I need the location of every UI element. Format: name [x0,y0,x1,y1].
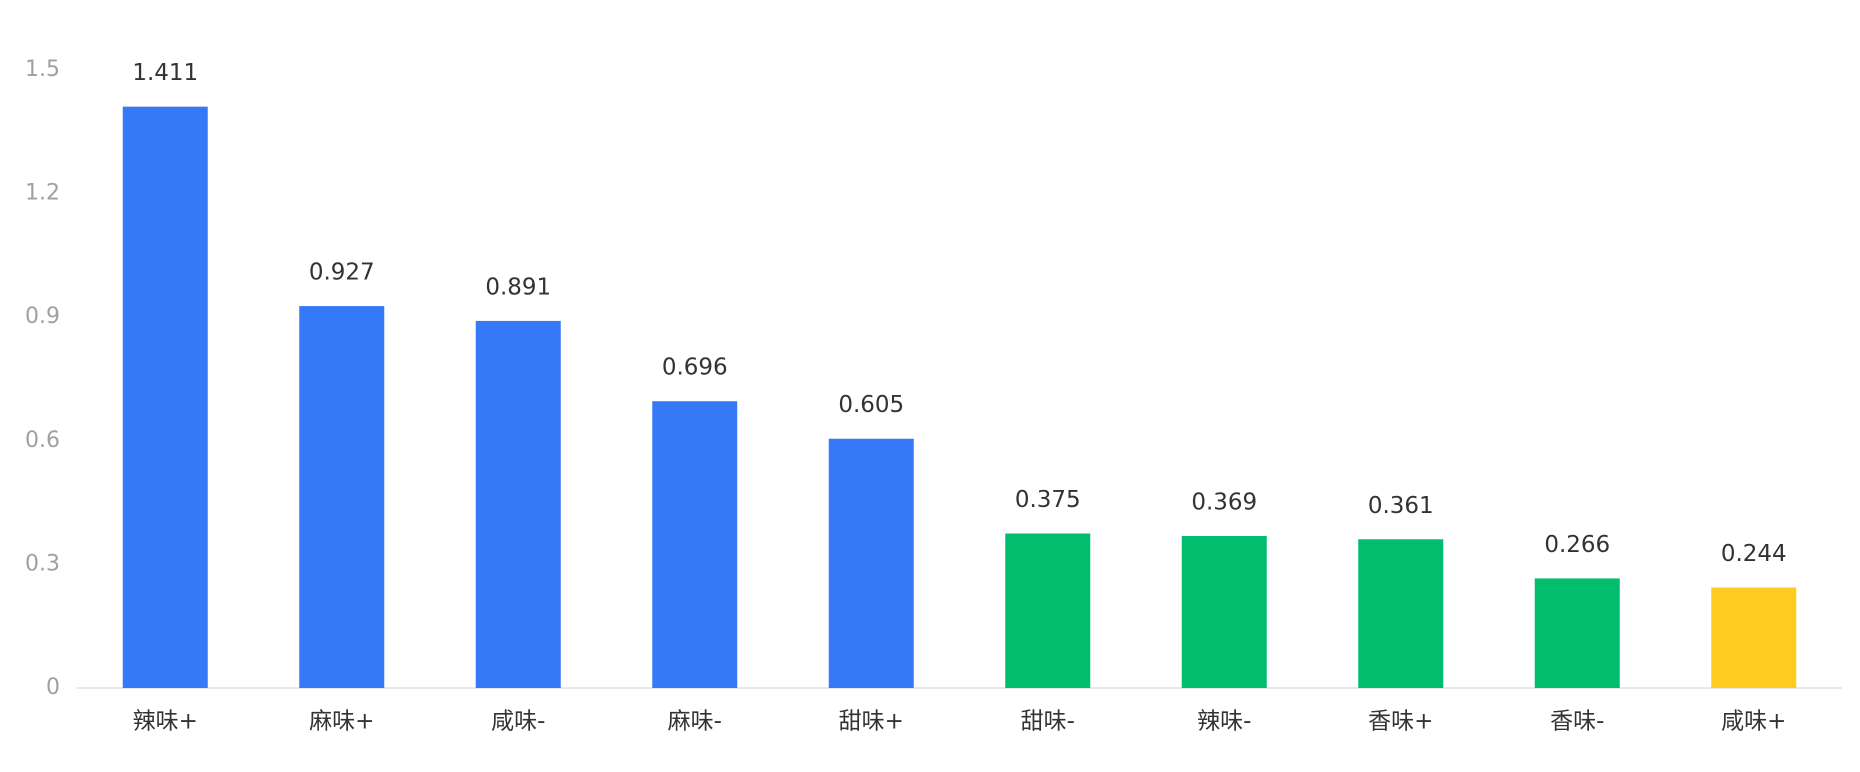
bar [299,306,385,688]
y-tick-label: 0.3 [25,551,60,576]
bar [828,438,914,688]
y-tick-label: 0.9 [25,304,60,329]
bar [1711,587,1797,688]
y-tick-label: 1.2 [25,181,60,206]
x-tick-label: 咸味- [491,709,545,735]
value-label: 1.411 [132,60,198,86]
x-tick-label: 麻味+ [309,709,374,735]
bar [652,401,738,688]
y-tick-label: 1.5 [25,57,60,82]
value-label: 0.891 [485,274,551,300]
bar [1181,535,1267,688]
x-tick-label: 辣味+ [133,709,198,735]
bar [1534,578,1620,688]
bar [475,320,561,688]
x-tick-label: 香味+ [1368,709,1433,735]
value-label: 0.266 [1544,532,1610,558]
x-tick-label: 咸味+ [1721,709,1786,735]
x-tick-label: 辣味- [1197,709,1251,735]
value-label: 0.696 [662,355,728,381]
y-tick-label: 0 [46,675,60,700]
value-label: 0.369 [1191,489,1257,515]
bar [122,106,208,689]
y-tick-label: 0.6 [25,428,60,453]
value-label: 0.605 [838,392,904,418]
x-tick-label: 麻味- [668,709,722,735]
value-label: 0.361 [1368,493,1434,519]
bar [1005,533,1091,688]
x-tick-label: 甜味- [1021,709,1075,735]
bar [1358,539,1444,688]
x-tick-label: 甜味+ [839,709,904,735]
value-label: 0.244 [1721,541,1787,567]
value-label: 0.927 [309,260,375,286]
x-tick-label: 香味- [1550,709,1604,735]
value-label: 0.375 [1015,487,1081,513]
